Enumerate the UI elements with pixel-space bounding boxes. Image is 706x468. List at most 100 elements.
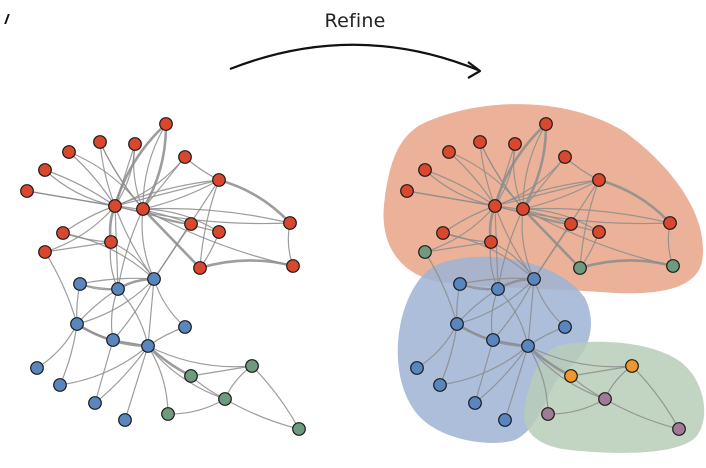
refined-edge (504, 345, 529, 421)
original-edge (141, 123, 168, 210)
refined-edge (579, 179, 600, 269)
original-edge (44, 241, 112, 253)
refined-edge (459, 277, 535, 285)
original-edge (224, 398, 300, 430)
refined-node-purple (672, 422, 686, 436)
green-cluster-region (524, 341, 705, 453)
original-graph-nodes (20, 117, 306, 436)
refined-edge (527, 345, 633, 368)
refined-node-red (558, 150, 572, 164)
original-edge (68, 151, 116, 207)
refined-node-red (592, 225, 606, 239)
original-node-red (38, 245, 52, 259)
refined-edge (598, 178, 671, 224)
original-edge (142, 207, 291, 224)
refined-edge (494, 205, 499, 290)
original-node-blue (141, 339, 155, 353)
refined-edge (497, 208, 524, 290)
refined-node-blue (491, 282, 505, 296)
original-edge (147, 345, 192, 378)
original-edge (142, 179, 220, 210)
original-edge (94, 339, 114, 404)
original-edge (167, 398, 226, 415)
original-node-blue (88, 396, 102, 410)
refined-node-red (436, 226, 450, 240)
refined-node-red (516, 202, 530, 216)
refined-edge (522, 179, 600, 210)
original-node-red (104, 235, 118, 249)
original-node-red (178, 150, 192, 164)
refined-edge (406, 190, 496, 207)
refined-edge (494, 205, 671, 225)
refined-edge (424, 251, 458, 325)
original-edge (44, 205, 116, 253)
original-edge (99, 141, 144, 210)
original-node-blue (106, 333, 120, 347)
original-node-green (161, 407, 175, 421)
refined-node-blue (453, 277, 467, 291)
refined-node-red (400, 184, 414, 198)
original-edge (153, 278, 186, 328)
original-node-blue (73, 277, 87, 291)
original-edge (114, 205, 155, 280)
original-edge (76, 278, 155, 325)
refined-edge (494, 205, 535, 280)
refined-edge (521, 123, 548, 210)
original-edge (199, 259, 294, 270)
refined-edge (439, 345, 529, 386)
original-edge (142, 208, 220, 233)
refined-edge (631, 365, 680, 430)
original-edge (62, 205, 116, 234)
original-edge (147, 345, 226, 400)
refined-graph-nodes (400, 117, 686, 436)
refined-node-green (573, 261, 587, 275)
original-node-red (128, 137, 142, 151)
refined-edge (527, 345, 606, 400)
original-edge (44, 251, 78, 325)
original-edge (142, 123, 167, 210)
refined-edge (579, 259, 674, 270)
refined-node-purple (598, 392, 612, 406)
refined-node-red (418, 163, 432, 177)
original-node-blue (53, 378, 67, 392)
original-node-blue (30, 361, 44, 375)
original-node-red (38, 163, 52, 177)
refined-node-blue (486, 333, 500, 347)
refined-node-red (473, 135, 487, 149)
refined-node-red (488, 199, 502, 213)
original-graph-edges (26, 123, 300, 430)
original-edge (251, 365, 300, 430)
refined-node-blue (527, 272, 541, 286)
original-node-red (212, 225, 226, 239)
refined-node-blue (450, 317, 464, 331)
original-edge (142, 156, 186, 210)
refined-node-green (666, 259, 680, 273)
original-node-red (212, 173, 226, 187)
refine-label: Refine (324, 10, 386, 32)
original-edge (117, 208, 144, 290)
original-node-red (159, 117, 173, 131)
original-node-red (184, 217, 198, 231)
refined-node-blue (468, 396, 482, 410)
original-edge (114, 205, 119, 290)
original-node-red (93, 135, 107, 149)
original-node-blue (118, 413, 132, 427)
original-edge (199, 179, 220, 269)
original-edge (114, 179, 220, 207)
refined-node-red (442, 145, 456, 159)
original-node-red (283, 216, 297, 230)
refined-edge (456, 278, 535, 325)
original-edge (26, 190, 116, 207)
refined-node-red (663, 216, 677, 230)
refined-node-orange (625, 359, 639, 373)
original-edge (44, 169, 116, 207)
original-edge (114, 205, 192, 225)
refined-edge (424, 205, 496, 253)
original-edge (110, 288, 119, 341)
original-node-green (218, 392, 232, 406)
refined-edge (494, 179, 600, 207)
original-node-blue (147, 272, 161, 286)
original-edge (62, 232, 155, 280)
refined-node-blue (433, 378, 447, 392)
